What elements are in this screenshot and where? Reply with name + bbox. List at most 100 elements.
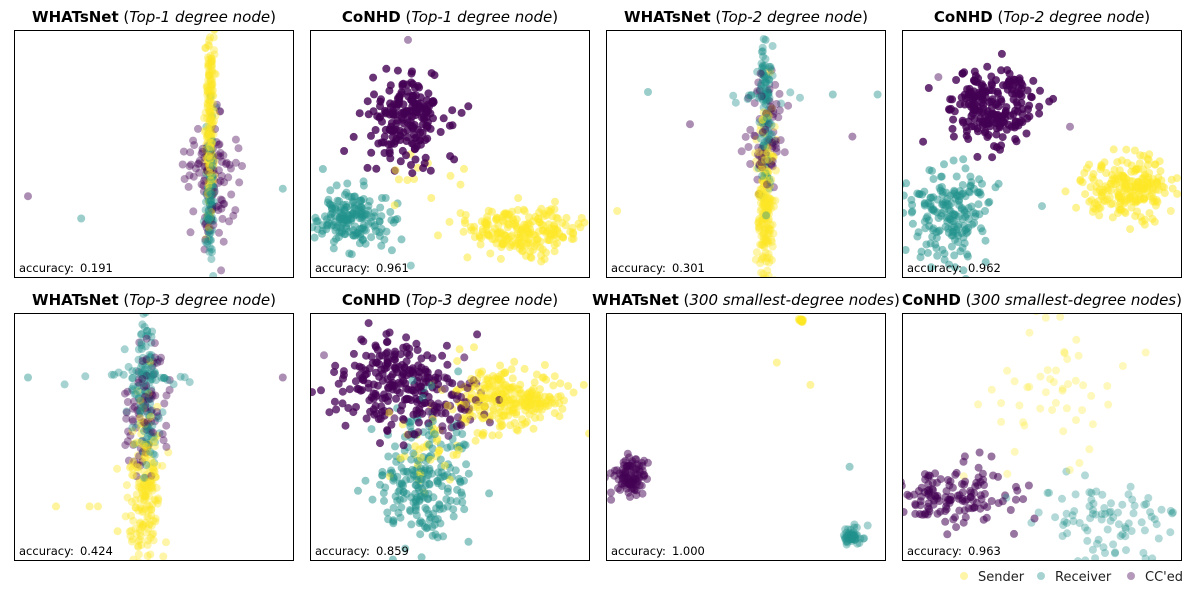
data-point-receiver [923,248,932,257]
panel-frame [310,30,590,278]
data-point-cced [936,475,945,484]
data-point-sender [517,226,526,234]
accuracy-annotation: accuracy: 1.000 [611,544,705,558]
data-point-sender [207,139,216,148]
data-point-receiver [134,345,143,354]
data-point-sender [205,101,214,110]
data-point-cced [457,421,466,430]
data-point-sender [139,418,148,427]
data-point-receiver [847,530,855,539]
data-point-receiver [758,63,766,72]
data-point-sender [764,67,773,76]
data-point-cced [970,122,979,131]
data-point-sender [204,129,213,138]
data-point-cced [460,353,469,362]
data-point-receiver [140,473,149,482]
data-point-cced [769,107,778,116]
data-point-receiver [154,414,163,423]
data-point-sender [795,316,804,325]
data-point-sender [763,208,772,217]
data-point-sender [760,191,769,199]
data-point-sender [1072,203,1081,212]
data-point-sender [138,522,147,531]
data-point-sender [208,99,217,108]
data-point-receiver [205,145,214,154]
data-point-receiver [436,455,445,464]
data-point-cced [349,132,358,141]
data-point-sender [138,489,147,497]
data-point-receiver [139,379,148,388]
data-point-cced [390,364,399,373]
data-point-sender [542,211,551,219]
data-point-receiver [146,377,154,386]
data-point-sender [394,175,403,184]
data-point-sender [1076,175,1085,184]
data-point-sender [147,456,156,465]
data-point-sender [569,388,578,397]
data-point-receiver [850,520,859,529]
data-point-receiver [439,472,448,481]
data-point-receiver [415,519,424,528]
data-point-cced [998,497,1007,506]
data-point-sender [761,154,770,163]
data-point-sender [761,248,770,257]
data-point-cced [1029,76,1038,85]
data-point-receiver [859,534,868,543]
data-point-receiver [1059,521,1068,529]
data-point-cced [345,385,354,394]
data-point-cced [300,407,308,415]
data-point-cced [138,398,147,407]
data-point-sender [131,503,140,512]
data-point-receiver [140,323,149,331]
data-point-cced [757,144,766,153]
data-point-sender [207,117,216,126]
data-point-cced [189,172,198,181]
data-point-receiver [929,224,938,233]
data-point-cced [780,148,789,157]
data-point-cced [943,530,952,539]
data-point-sender [486,249,495,258]
data-point-cced [855,495,863,503]
data-point-sender [759,241,768,250]
data-point-receiver [759,64,768,73]
data-point-sender [1086,183,1095,192]
data-point-cced [216,107,225,116]
data-point-sender [756,240,765,249]
data-point-cced [135,338,144,347]
data-point-cced [767,104,776,113]
data-point-sender [1081,190,1090,199]
data-point-receiver [356,232,365,241]
data-point-receiver [206,229,215,238]
data-point-sender [551,197,559,206]
data-point-cced [338,399,347,408]
data-point-receiver [1060,517,1069,526]
data-point-sender [524,229,533,237]
data-point-receiver [941,222,950,231]
data-point-cced [768,162,777,171]
data-point-sender [149,463,158,471]
data-point-receiver [744,91,753,100]
data-point-receiver [431,515,440,524]
data-point-cced [415,136,424,145]
data-point-cced [142,334,151,343]
data-point-cced [375,360,384,368]
data-point-cced [185,162,194,171]
data-point-cced [1036,86,1044,95]
data-point-cced [210,170,219,179]
data-point-receiver [1101,510,1110,518]
data-point-sender [510,419,519,427]
data-point-sender [760,229,768,238]
accuracy-annotation: accuracy: 0.424 [19,544,113,558]
data-point-receiver [1094,535,1103,544]
data-point-sender [1140,215,1149,224]
data-point-receiver [920,200,929,209]
data-point-sender [761,189,770,198]
data-point-sender [760,197,768,206]
data-point-receiver [406,475,415,484]
data-point-sender [145,520,154,529]
data-point-receiver [149,450,158,458]
data-point-receiver [1075,519,1084,527]
data-point-cced [122,414,131,423]
data-point-sender [204,124,213,133]
data-point-receiver [873,90,882,99]
